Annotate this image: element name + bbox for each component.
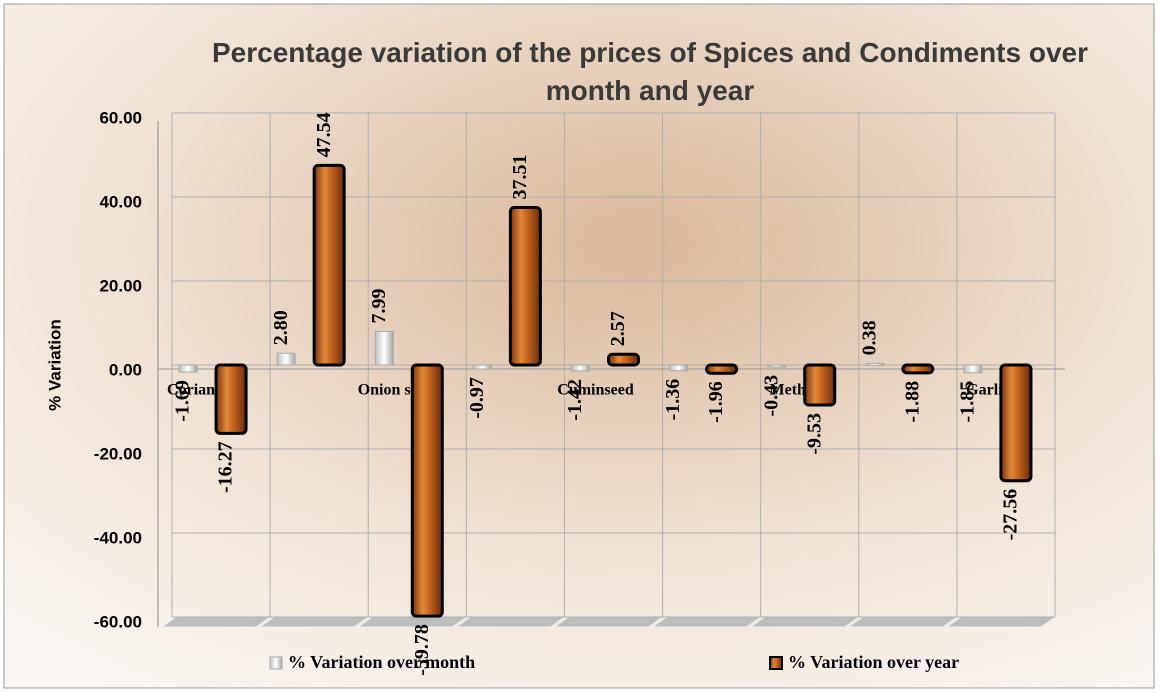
y-tick-label: 40.00 [99, 192, 142, 211]
y-axis-label: % Variation [45, 319, 64, 411]
floor-tile [849, 617, 957, 627]
bar [510, 207, 540, 365]
value-label: -1.85 [957, 381, 979, 423]
bar [1001, 365, 1031, 481]
value-label: -1.96 [705, 381, 727, 423]
value-label: -27.56 [1000, 489, 1022, 541]
bar [609, 354, 639, 365]
floor-tile [162, 617, 270, 627]
bar [964, 365, 982, 373]
value-label: 2.57 [607, 311, 629, 346]
floor-tile [554, 617, 662, 627]
y-tick-label: -60.00 [94, 612, 142, 631]
bar [903, 365, 933, 373]
bar [375, 331, 393, 365]
bar [412, 365, 442, 616]
value-label: 37.51 [509, 154, 531, 199]
y-tick-label: 60.00 [99, 108, 142, 127]
y-tick-label: 0.00 [109, 360, 142, 379]
bar [670, 365, 688, 371]
bar [572, 365, 590, 371]
bar [179, 365, 197, 372]
legend-swatch [770, 657, 782, 669]
bar [805, 365, 835, 405]
bar [707, 365, 737, 373]
value-label: 0.38 [858, 320, 880, 355]
bar [473, 365, 491, 369]
y-tick-label: 20.00 [99, 276, 142, 295]
legend-label: % Variation over month [288, 652, 475, 672]
bar [768, 365, 786, 367]
value-label: -1.36 [662, 379, 684, 421]
floor-tile [947, 617, 1055, 627]
value-label: 7.99 [368, 288, 390, 323]
value-label: -1.88 [901, 381, 923, 423]
value-label: 2.80 [270, 310, 292, 345]
value-label: -9.53 [803, 413, 825, 455]
value-label: -0.97 [466, 377, 488, 419]
chart-page: % Variation -60.00 -40.00 -20.00 0.00 20.00 4… [0, 0, 1160, 692]
value-label: -0.43 [760, 375, 782, 417]
floor-tile [456, 617, 564, 627]
legend-label: % Variation over year [788, 652, 959, 672]
bar [314, 165, 344, 365]
value-label: -1.69 [172, 380, 194, 422]
chart-title: Percentage variation of the prices of Sp… [200, 34, 1100, 110]
bar [866, 363, 884, 365]
floor-tile [751, 617, 859, 627]
floor-tile [260, 617, 368, 627]
bar [277, 353, 295, 365]
legend-swatch [270, 657, 282, 669]
value-label: 47.54 [313, 112, 335, 157]
floor-tile [653, 617, 761, 627]
y-tick-label: -40.00 [94, 528, 142, 547]
y-tick-label: -20.00 [94, 444, 142, 463]
value-label: -1.42 [564, 379, 586, 421]
value-label: -16.27 [215, 441, 237, 493]
bar [216, 365, 246, 433]
